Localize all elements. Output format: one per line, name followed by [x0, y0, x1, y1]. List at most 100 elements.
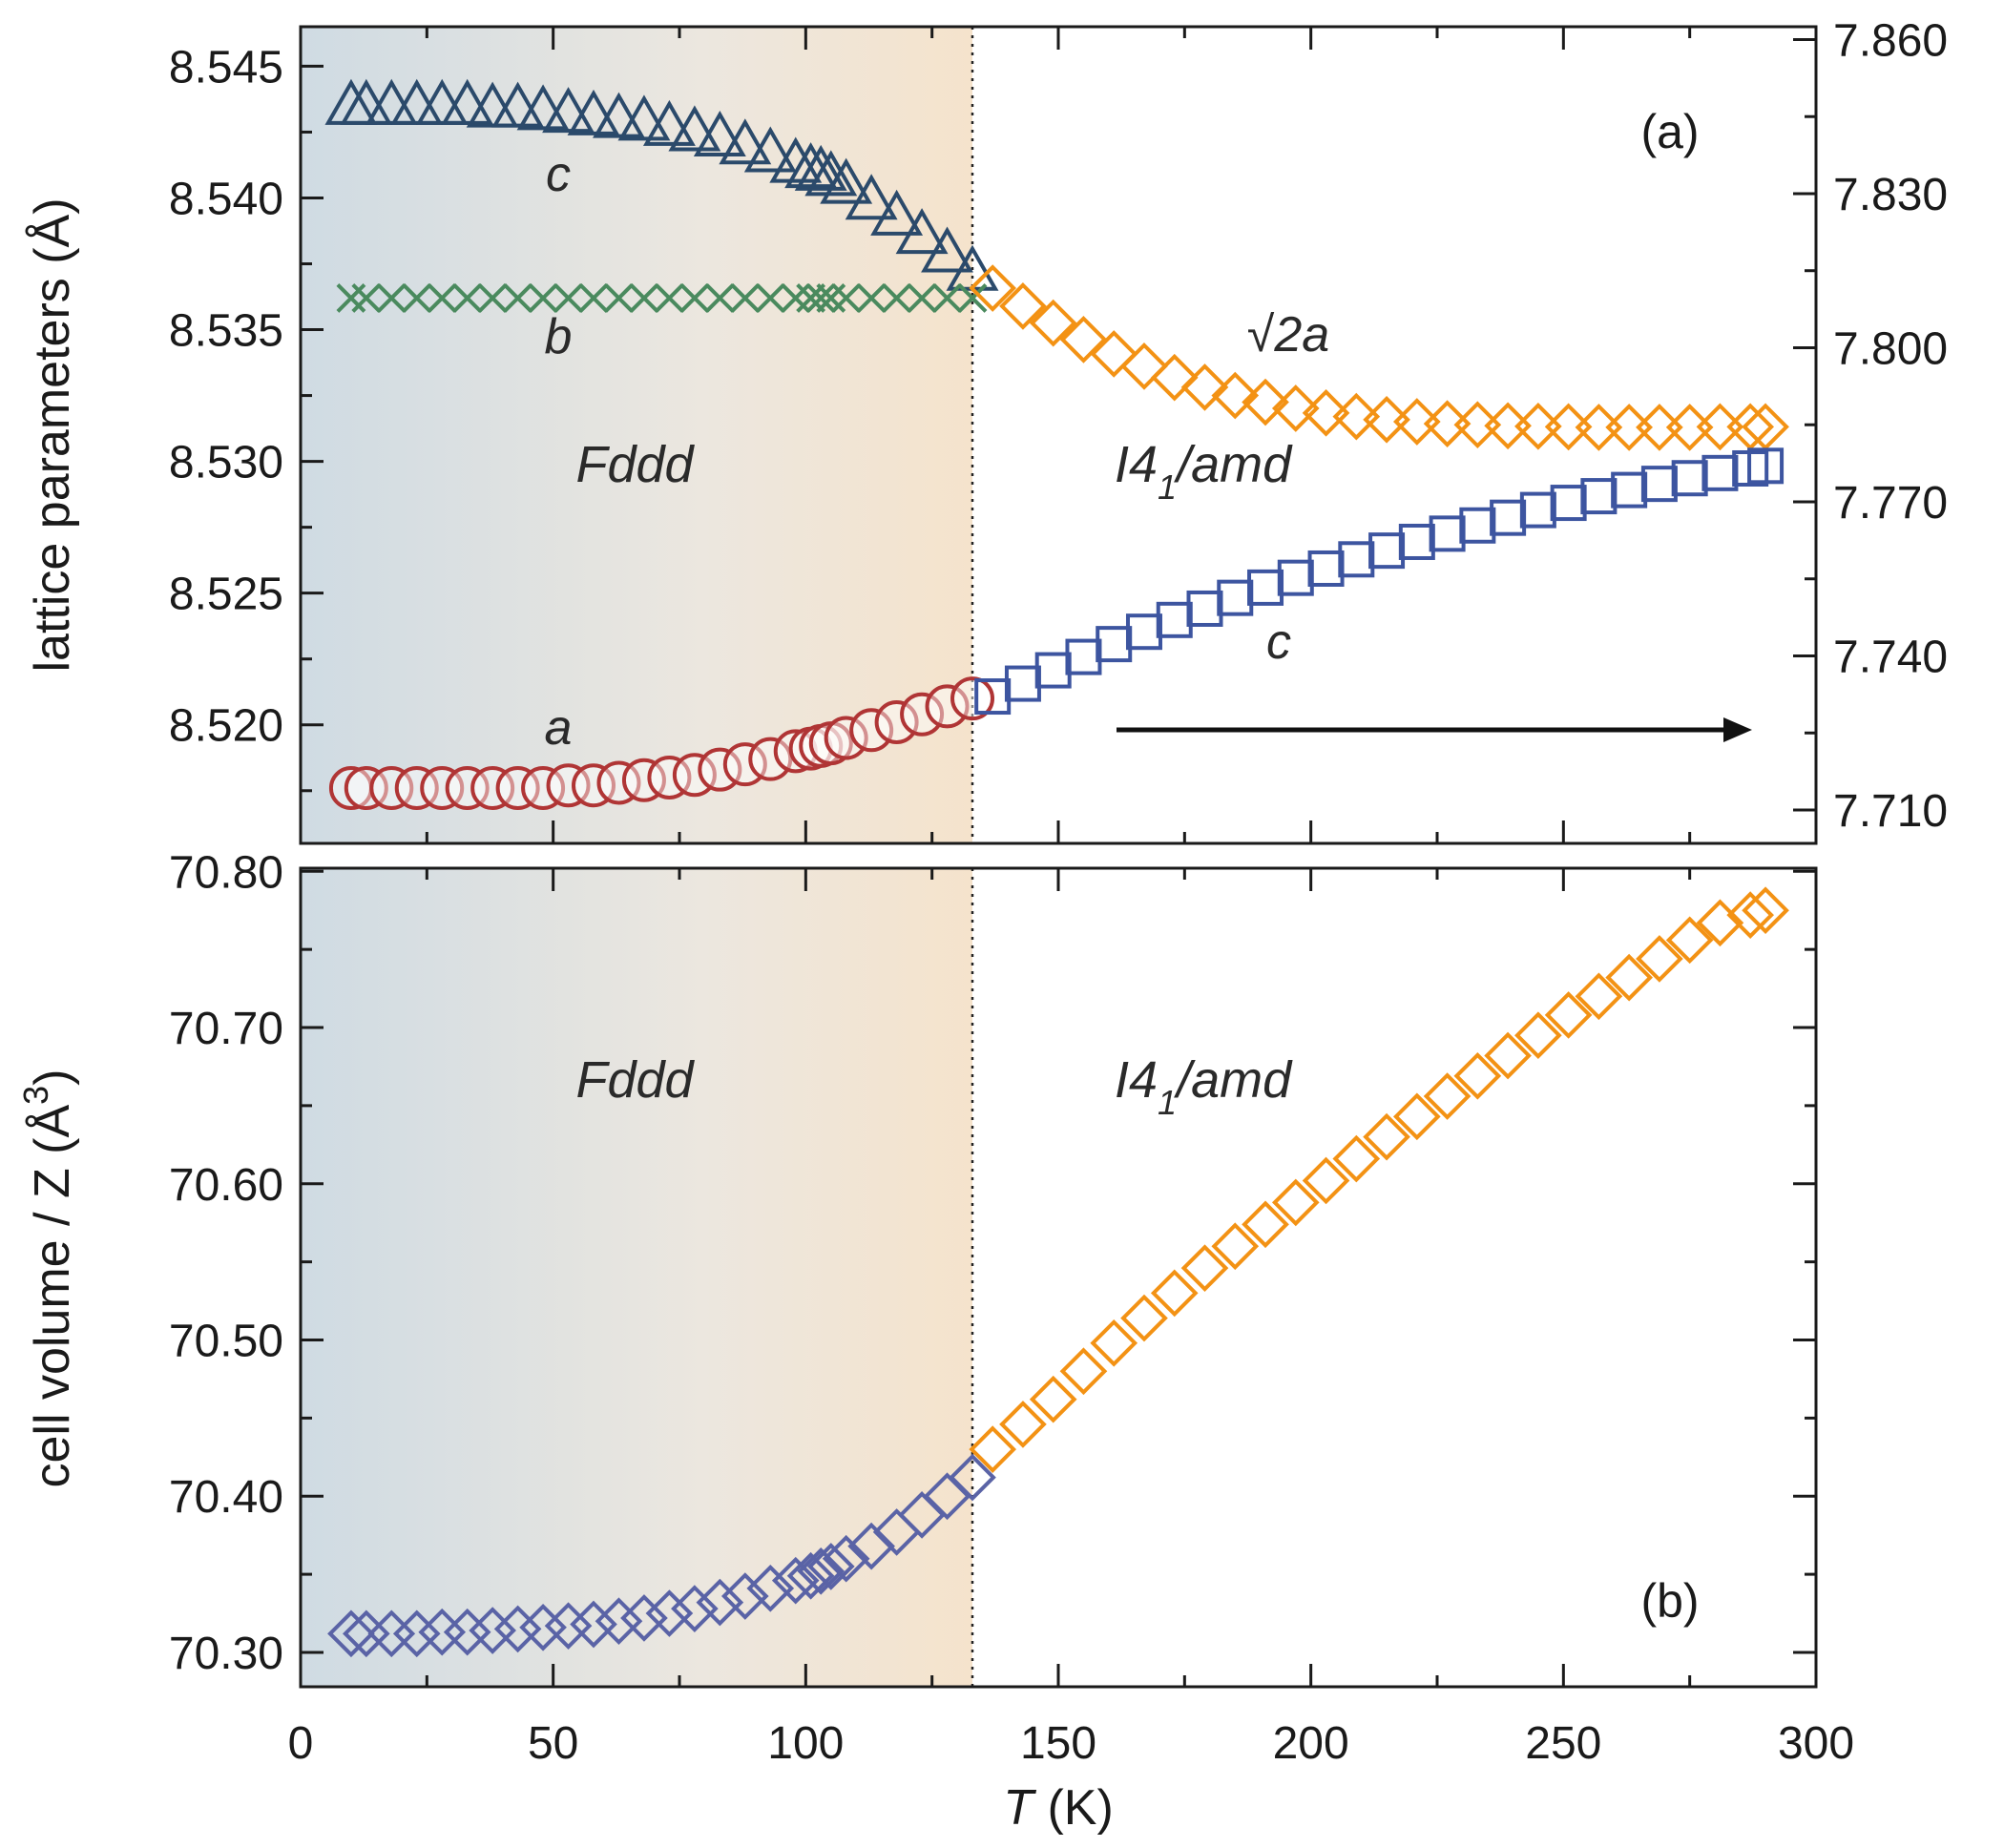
point-V_I41amd	[1665, 916, 1714, 965]
point-b	[503, 282, 533, 313]
point-c	[593, 92, 645, 138]
x-tick-label: 300	[1778, 1718, 1854, 1769]
panel-a-ticks: 8.520 8.525 8.530 8.535 8.540 8.545 7.710 7.740…	[169, 15, 1948, 843]
y2-tick-label: 7.800	[1833, 323, 1948, 374]
point-sqrt2a	[1392, 398, 1441, 446]
x-tick-label: 100	[767, 1718, 844, 1769]
point-c	[794, 144, 847, 191]
panel-a-series	[324, 78, 1789, 811]
point-c	[542, 87, 595, 134]
point-a	[925, 684, 970, 729]
series-label-a: a	[545, 700, 573, 756]
point-sqrt2a	[1423, 400, 1472, 447]
point-a	[824, 716, 868, 760]
point-V_I41amd	[1150, 1269, 1199, 1318]
point-b	[604, 282, 634, 313]
series-label-b: b	[545, 309, 573, 364]
point-b	[578, 282, 609, 313]
point-c_tetragonal	[1034, 652, 1072, 689]
point-c_tetragonal	[1429, 515, 1466, 552]
point-V_Fddd	[327, 1609, 375, 1658]
point-V_Fddd	[720, 1572, 769, 1620]
series-label-c-tetragonal: c	[1266, 614, 1291, 670]
x-tick-label: 0	[288, 1718, 314, 1769]
point-V_Fddd	[696, 1578, 744, 1627]
point-V_I41amd	[1332, 1134, 1381, 1183]
point-c	[415, 78, 469, 125]
point-V_Fddd	[797, 1547, 845, 1595]
point-c_tetragonal	[1307, 550, 1345, 587]
point-b	[351, 282, 382, 313]
point-b	[704, 282, 735, 313]
point-V_Fddd	[806, 1543, 855, 1590]
point-sqrt2a	[1575, 404, 1623, 451]
y-tick-label: 70.30	[169, 1629, 283, 1679]
point-V_I41amd	[1453, 1051, 1502, 1100]
point-V_Fddd	[645, 1589, 694, 1637]
point-c_tetragonal	[974, 678, 1012, 716]
point-a	[849, 708, 894, 753]
y-tick-label: 8.535	[169, 306, 283, 357]
point-V_Fddd	[786, 1551, 835, 1600]
point-sqrt2a	[1211, 371, 1260, 420]
point-V_I41amd	[1605, 953, 1653, 1002]
point-c	[693, 110, 746, 156]
point-V_I41amd	[1302, 1156, 1350, 1205]
point-V_I41amd	[1514, 1011, 1562, 1060]
x-tick-label: 150	[1020, 1718, 1096, 1769]
point-c_tetragonal	[1338, 541, 1375, 578]
x-tick-label: 200	[1273, 1718, 1349, 1769]
point-V_I41amd	[1211, 1222, 1260, 1271]
point-c	[390, 78, 444, 125]
point-b	[856, 282, 887, 313]
point-c_tetragonal	[1277, 559, 1314, 596]
point-c_tetragonal	[1247, 569, 1284, 606]
point-c	[895, 208, 949, 255]
point-c_tetragonal	[1550, 485, 1587, 522]
point-c	[820, 157, 873, 204]
point-c	[567, 89, 620, 135]
point-b	[629, 282, 659, 313]
point-c	[743, 126, 797, 173]
point-V_I41amd	[1120, 1294, 1168, 1342]
point-c	[516, 84, 570, 131]
panel-b-phase-shade	[301, 868, 972, 1687]
point-sqrt2a	[1332, 392, 1381, 441]
point-V_Fddd	[746, 1565, 795, 1612]
point-V_Fddd	[469, 1607, 516, 1654]
x-axis-title: T (K)	[1003, 1780, 1114, 1836]
panel-label-a: (a)	[1640, 105, 1699, 158]
point-c_tetragonal	[1368, 532, 1406, 570]
point-sqrt2a	[1059, 316, 1108, 363]
point-V_I41amd	[1636, 935, 1683, 983]
point-c_tetragonal	[1519, 491, 1556, 529]
y-tick-label: 70.50	[169, 1316, 283, 1366]
point-V_Fddd	[771, 1556, 820, 1605]
point-sqrt2a	[1150, 353, 1199, 402]
point-b	[477, 282, 508, 313]
panel-a-y-axis-title: lattice parameters (Å)	[25, 197, 80, 672]
point-V_Fddd	[519, 1603, 567, 1651]
point-V_Fddd	[342, 1609, 390, 1658]
point-b	[452, 282, 483, 313]
point-V_I41amd	[1363, 1112, 1410, 1161]
point-b	[528, 282, 558, 313]
point-V_I41amd	[999, 1401, 1047, 1448]
point-b	[402, 282, 432, 313]
y-tick-label: 70.40	[169, 1472, 283, 1523]
point-c_tetragonal	[1459, 507, 1496, 544]
point-V_Fddd	[392, 1609, 441, 1658]
x-tick-label: 250	[1525, 1718, 1601, 1769]
point-sqrt2a	[1605, 404, 1653, 451]
point-sqrt2a	[1302, 389, 1350, 437]
y-tick-label: 8.530	[169, 438, 283, 488]
y-tick-label: 8.520	[169, 701, 283, 752]
phase-label-i41amd-b: I41/amd	[1115, 1051, 1293, 1122]
point-V_Fddd	[544, 1602, 593, 1650]
point-b	[831, 282, 862, 313]
point-sqrt2a	[1271, 384, 1320, 432]
point-V_Fddd	[595, 1597, 643, 1646]
point-sqrt2a	[999, 282, 1047, 330]
point-sqrt2a	[1636, 404, 1683, 451]
y2-tick-label: 7.830	[1833, 170, 1948, 220]
